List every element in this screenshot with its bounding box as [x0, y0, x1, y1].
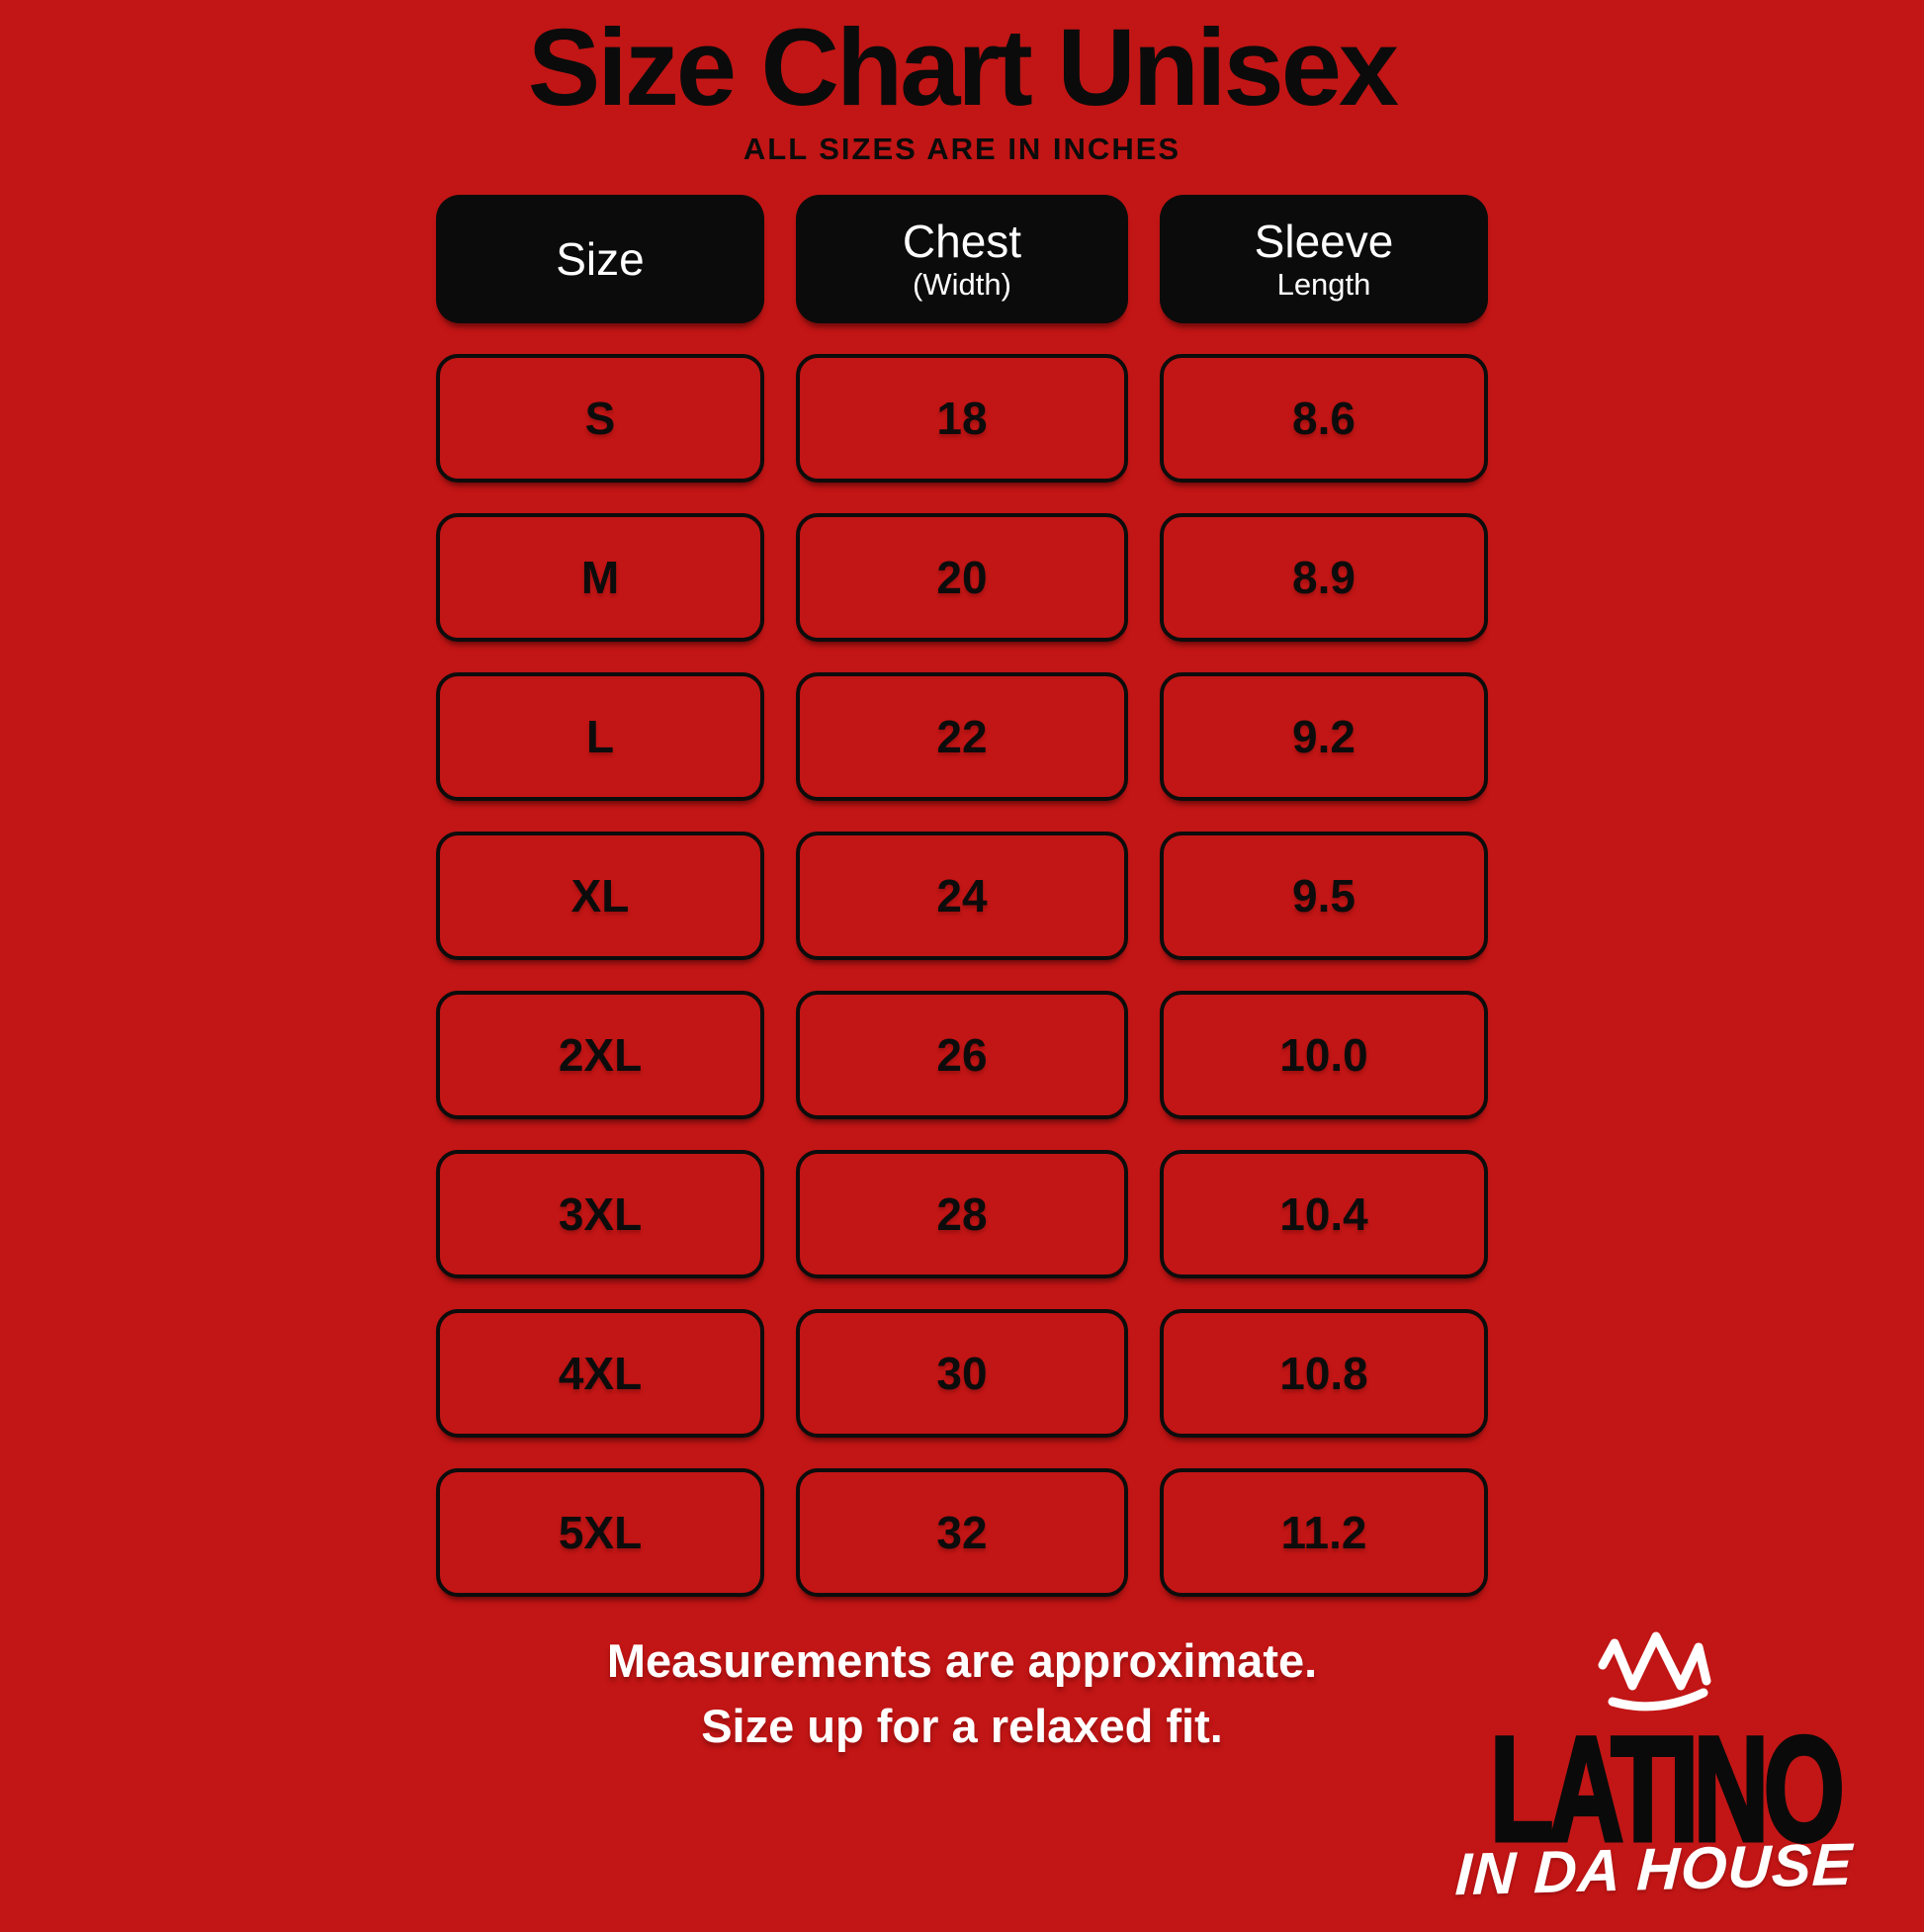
sleeve-cell: 8.6 — [1160, 354, 1488, 483]
chest-cell: 20 — [796, 513, 1128, 643]
sleeve-cell: 11.2 — [1160, 1468, 1488, 1598]
size-table: Size Chest (Width) Sleeve Length S 18 8.… — [436, 195, 1488, 1598]
chest-cell: 28 — [796, 1150, 1128, 1279]
size-cell: 2XL — [436, 991, 764, 1120]
header-cell-size: Size — [436, 195, 764, 324]
header-cell-sleeve: Sleeve Length — [1160, 195, 1488, 324]
chest-cell: 30 — [796, 1309, 1128, 1439]
size-cell: M — [436, 513, 764, 643]
crown-icon — [1598, 1631, 1711, 1712]
chest-cell: 26 — [796, 991, 1128, 1120]
page-subtitle: ALL SIZES ARE IN INCHES — [743, 132, 1181, 166]
header-chest-label: Chest — [902, 216, 1022, 268]
sleeve-cell: 10.8 — [1160, 1309, 1488, 1439]
size-cell: 3XL — [436, 1150, 764, 1279]
sleeve-cell: 9.2 — [1160, 672, 1488, 802]
chest-cell: 22 — [796, 672, 1128, 802]
chest-cell: 24 — [796, 832, 1128, 961]
header-size-label: Size — [556, 232, 645, 285]
size-cell: L — [436, 672, 764, 802]
measurement-note-line2: Size up for a relaxed fit. — [701, 1700, 1223, 1753]
header-sleeve-label: Sleeve — [1254, 216, 1394, 268]
sleeve-cell: 9.5 — [1160, 832, 1488, 961]
measurement-note-line1: Measurements are approximate. — [606, 1634, 1318, 1688]
sleeve-cell: 10.4 — [1160, 1150, 1488, 1279]
chest-cell: 18 — [796, 354, 1128, 483]
size-cell: 4XL — [436, 1309, 764, 1439]
sleeve-cell: 8.9 — [1160, 513, 1488, 643]
sleeve-cell: 10.0 — [1160, 991, 1488, 1120]
brand-name: LATINO — [1488, 1706, 1846, 1872]
brand-logo: LATINO IN DA HOUSE — [1420, 1631, 1888, 1907]
size-cell: S — [436, 354, 764, 483]
chest-cell: 32 — [796, 1468, 1128, 1598]
size-cell: XL — [436, 832, 764, 961]
brand-tagline: IN DA HOUSE — [1453, 1830, 1855, 1908]
header-cell-chest: Chest (Width) — [796, 195, 1128, 324]
header-sleeve-sublabel: Length — [1276, 267, 1371, 302]
measurement-note: Measurements are approximate. Size up fo… — [0, 1628, 1924, 1759]
header-chest-sublabel: (Width) — [913, 267, 1011, 302]
page-title: Size Chart Unisex — [527, 7, 1399, 129]
size-cell: 5XL — [436, 1468, 764, 1598]
